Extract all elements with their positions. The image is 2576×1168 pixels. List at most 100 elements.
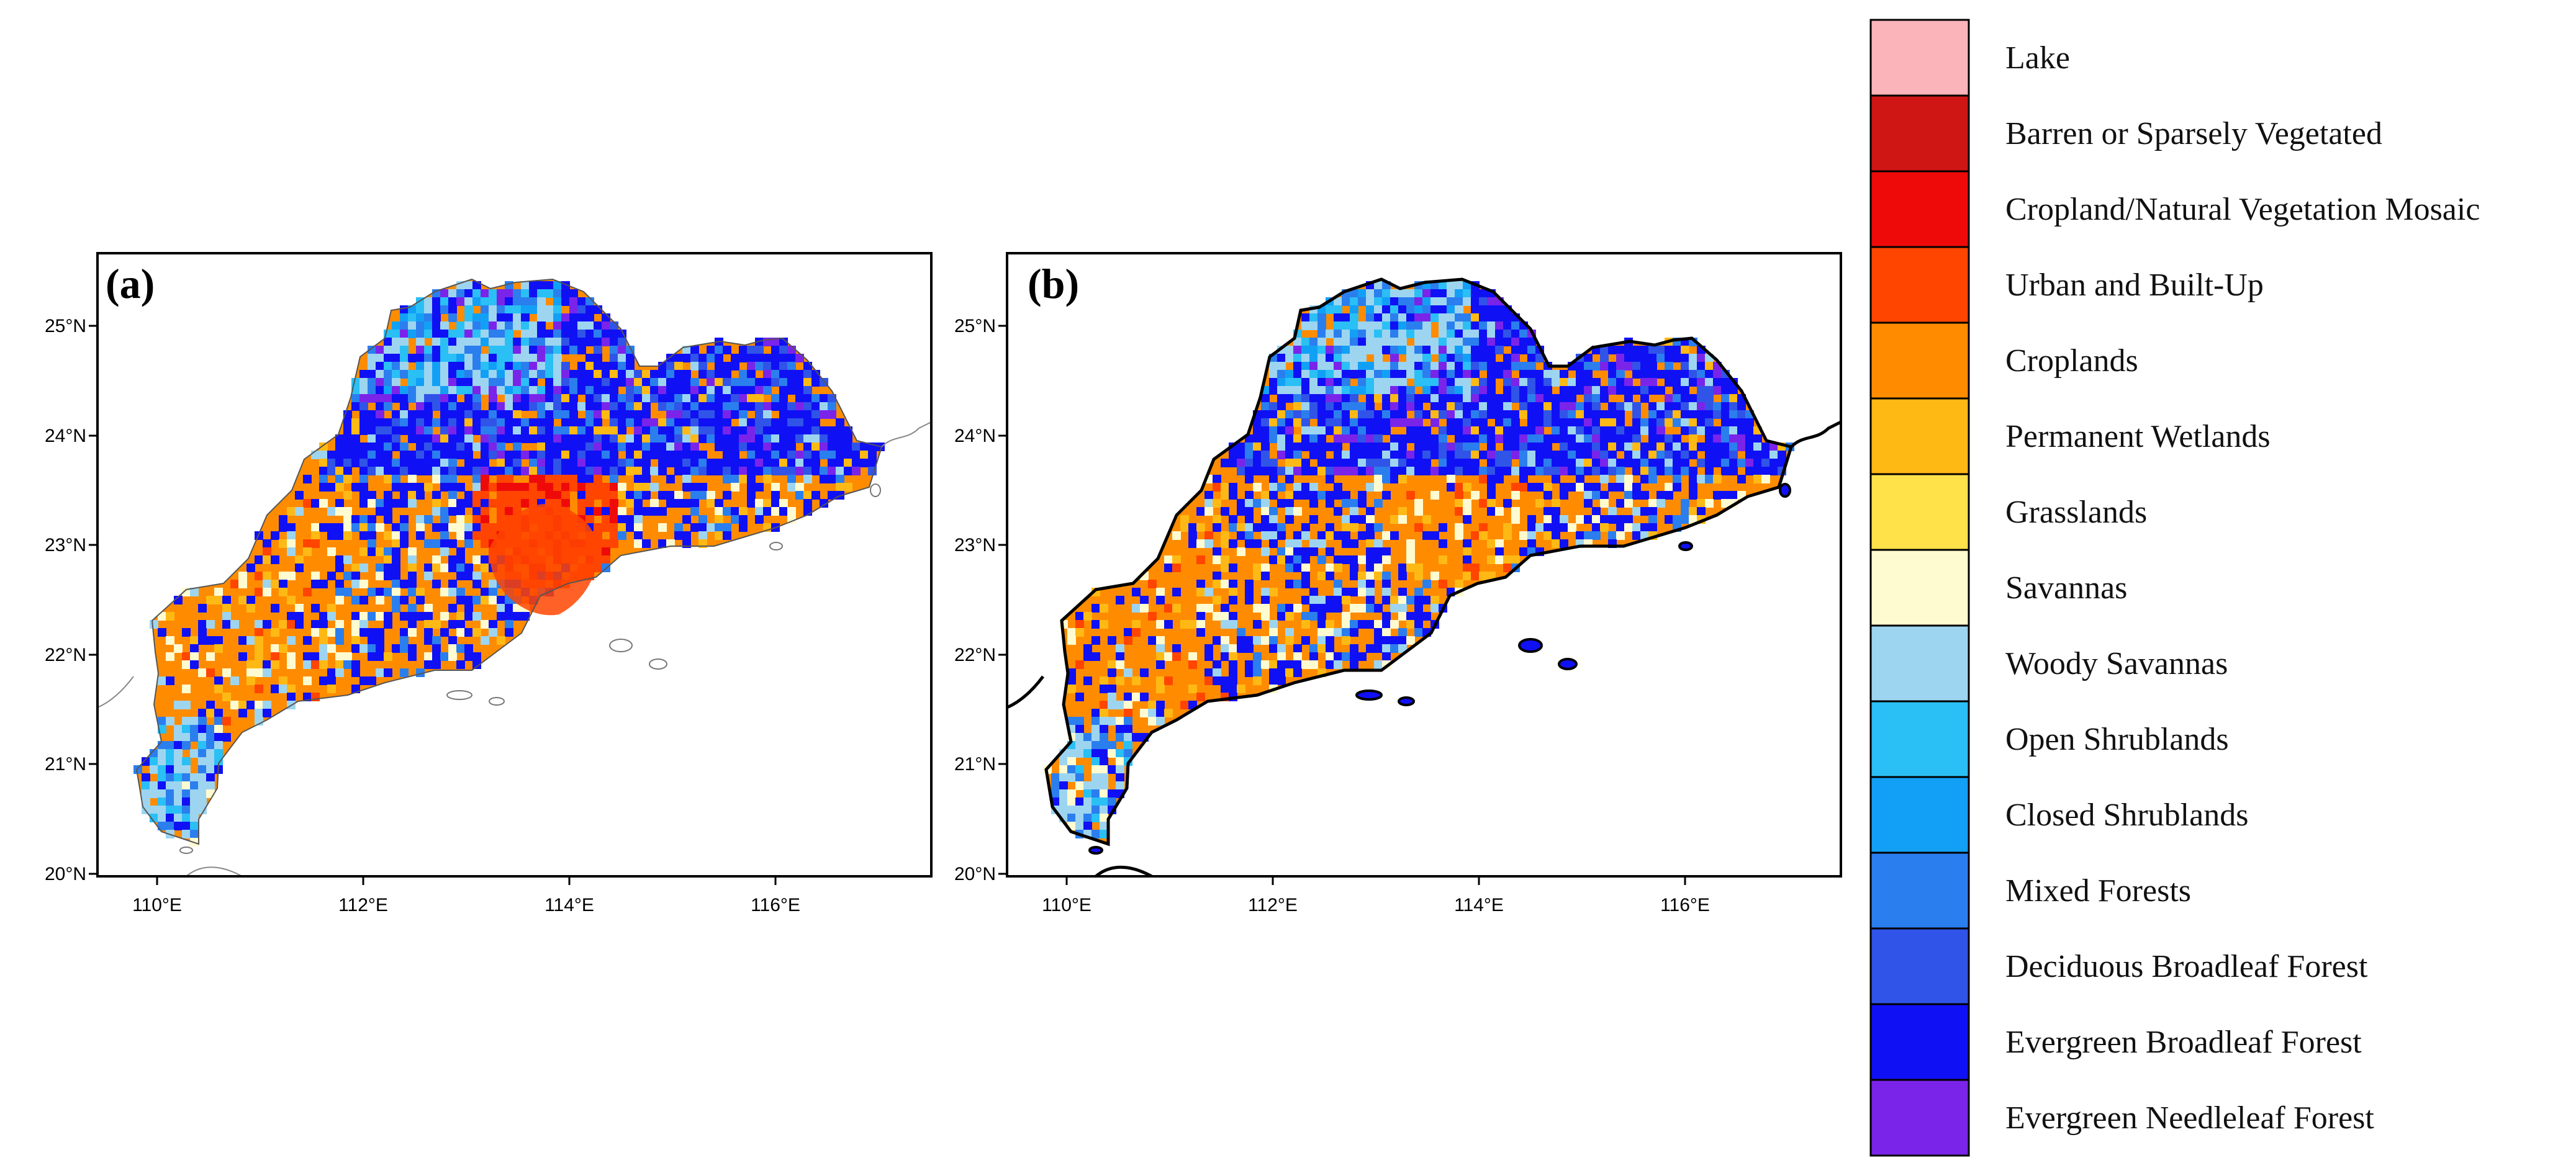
land-cover-cell [384, 572, 392, 580]
land-cover-cell [392, 394, 400, 403]
land-cover-cell [246, 596, 255, 604]
land-cover-cell [577, 370, 586, 379]
land-cover-cell [1293, 555, 1302, 564]
land-cover-cell [279, 539, 287, 548]
land-cover-cell [610, 354, 618, 362]
land-cover-cell [803, 467, 812, 475]
land-cover-cell [1511, 321, 1520, 330]
land-cover-cell [537, 491, 546, 500]
land-cover-cell [1632, 354, 1641, 362]
land-cover-cell [464, 394, 473, 403]
land-cover-cell [456, 289, 465, 298]
land-cover-cell [771, 354, 780, 362]
land-cover-cell [1463, 289, 1471, 298]
land-cover-cell [1414, 588, 1423, 596]
land-cover-cell [811, 451, 820, 459]
land-cover-cell [472, 612, 481, 621]
land-cover-cell [1648, 346, 1657, 354]
land-cover-cell [464, 564, 473, 572]
land-cover-cell [1374, 547, 1383, 556]
land-cover-cell [529, 426, 538, 435]
land-cover-cell [1366, 555, 1375, 564]
land-cover-cell [723, 523, 731, 532]
land-cover-cell [1665, 483, 1673, 492]
land-cover-cell [513, 499, 522, 508]
land-cover-cell [1390, 338, 1399, 346]
land-cover-cell [1745, 451, 1754, 459]
land-cover-cell [1414, 628, 1423, 637]
land-cover-cell [731, 434, 739, 443]
land-cover-cell [1503, 394, 1512, 403]
land-cover-cell [376, 507, 384, 516]
land-cover-cell [779, 459, 788, 467]
land-cover-cell [481, 378, 489, 387]
land-cover-cell [1471, 362, 1480, 371]
land-cover-cell [1745, 442, 1754, 451]
land-cover-cell [1334, 297, 1342, 306]
land-cover-cell [1697, 459, 1706, 467]
land-cover-cell [1584, 499, 1593, 508]
land-cover-cell [610, 523, 618, 532]
land-cover-cell [497, 499, 505, 508]
land-cover-cell [1132, 733, 1141, 742]
land-cover-cell [626, 410, 635, 419]
land-cover-cell [594, 442, 602, 451]
land-cover-cell [763, 459, 772, 467]
land-cover-cell [190, 749, 199, 758]
land-cover-cell [1447, 346, 1455, 354]
land-cover-cell [634, 378, 643, 387]
land-cover-cell [1632, 402, 1641, 411]
land-cover-cell [1568, 426, 1576, 435]
land-cover-cell [650, 442, 659, 451]
land-cover-cell [271, 580, 279, 588]
land-cover-cell [440, 459, 449, 467]
land-cover-cell [602, 467, 610, 475]
land-cover-cell [521, 418, 530, 427]
land-cover-cell [1293, 410, 1302, 419]
land-cover-cell [803, 499, 812, 508]
land-cover-cell [190, 797, 199, 806]
land-cover-cell [489, 467, 497, 475]
land-cover-cell [464, 386, 473, 395]
land-cover-cell [1390, 418, 1399, 427]
land-cover-cell [1640, 354, 1649, 362]
land-cover-cell [1439, 289, 1447, 298]
land-cover-cell [376, 596, 384, 604]
land-cover-cell [521, 354, 530, 362]
land-cover-cell [424, 442, 433, 451]
land-cover-cell [1059, 773, 1068, 782]
land-cover-cell [1455, 483, 1463, 492]
land-cover-cell [505, 604, 513, 613]
land-cover-cell [731, 483, 739, 492]
land-cover-cell [1301, 636, 1310, 645]
land-cover-cell [1608, 386, 1617, 395]
land-cover-cell [731, 451, 739, 459]
land-cover-cell [440, 483, 449, 492]
land-cover-cell [497, 402, 505, 411]
land-cover-cell [311, 620, 320, 629]
land-cover-cell [1665, 346, 1673, 354]
land-cover-cell [150, 814, 158, 822]
land-cover-cell [198, 733, 207, 742]
land-cover-cell [1471, 491, 1480, 500]
land-cover-cell [1430, 467, 1439, 475]
land-cover-cell [1495, 418, 1504, 427]
land-cover-cell [400, 394, 409, 403]
land-cover-cell [1447, 475, 1455, 483]
land-cover-cell [795, 467, 804, 475]
land-cover-cell [1447, 313, 1455, 322]
land-cover-cell [1471, 354, 1480, 362]
legend-swatch [1869, 94, 1970, 173]
land-cover-cell [1342, 467, 1350, 475]
land-cover-cell [771, 426, 780, 435]
land-cover-cell [1382, 410, 1391, 419]
land-cover-cell [1342, 410, 1350, 419]
land-cover-cell [368, 394, 376, 403]
land-cover-cell [1487, 467, 1496, 475]
land-cover-cell [569, 483, 578, 492]
land-cover-cell [1406, 394, 1415, 403]
land-cover-cell [602, 507, 610, 516]
land-cover-cell [1285, 426, 1294, 435]
